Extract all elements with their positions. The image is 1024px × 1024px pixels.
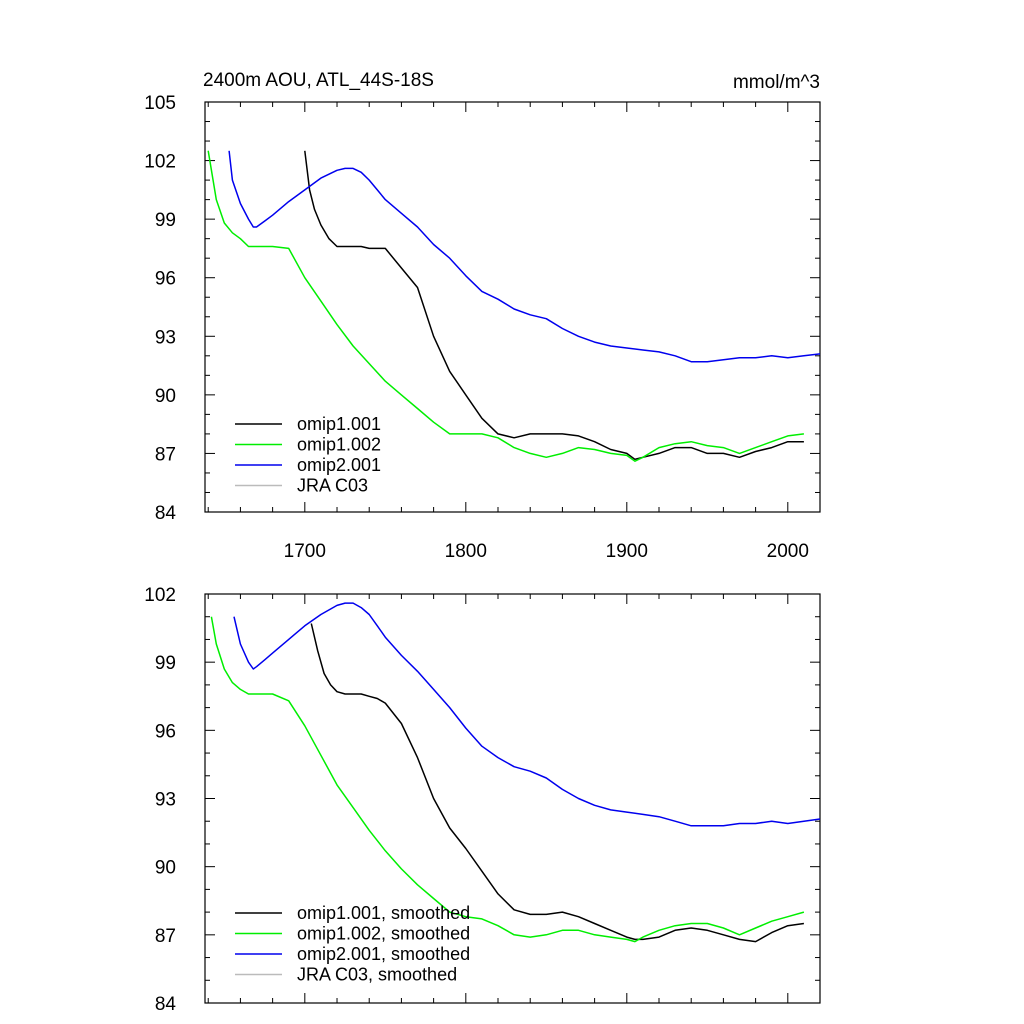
x-tick-label: 1700 [284,541,326,562]
legend-label: omip1.002, smoothed [297,924,470,944]
y-tick-label: 84 [155,994,177,1015]
legend-label: JRA C03, smoothed [297,965,457,985]
y-tick-label: 90 [155,386,176,407]
y-tick-label: 99 [155,210,176,231]
y-tick-label: 84 [155,503,177,524]
units-label: mmol/m^3 [733,72,820,93]
y-tick-label: 90 [155,858,176,879]
y-tick-label: 102 [144,585,176,606]
series-line [210,616,805,943]
y-tick-label: 93 [155,790,176,811]
y-tick-label: 93 [155,327,176,348]
series-line [228,150,821,363]
legend-label: omip1.001 [297,414,381,434]
y-tick-label: 105 [144,93,176,114]
x-tick-label: 1800 [445,541,487,562]
plot-frame [204,101,821,513]
y-tick-label: 87 [155,926,176,947]
series-line [233,602,821,827]
legend-label: omip2.001 [297,455,381,475]
y-tick-label: 96 [155,269,176,290]
x-tick-label: 1900 [606,541,648,562]
legend-label: omip2.001, smoothed [297,944,470,964]
series-line [304,150,804,461]
series-line [310,623,805,943]
x-tick-label: 2000 [767,541,809,562]
legend-label: JRA C03 [297,476,368,496]
legend-label: omip1.002 [297,435,381,455]
y-tick-label: 102 [144,152,176,173]
legend-label: omip1.001, smoothed [297,903,470,923]
y-tick-label: 87 [155,444,176,465]
chart-title: 2400m AOU, ATL_44S-18S [203,70,434,91]
y-tick-label: 99 [155,653,176,674]
series-line [207,150,804,462]
chart-panel-top: 1700 1800 1900 2000 84 87 90 93 96 99 102 105 omip1.… [144,93,821,562]
y-tick-label: 96 [155,721,176,742]
chart-panel-bottom: 84 87 90 93 96 99 102 omip1.001, smoothedomip1.… [144,585,821,1015]
